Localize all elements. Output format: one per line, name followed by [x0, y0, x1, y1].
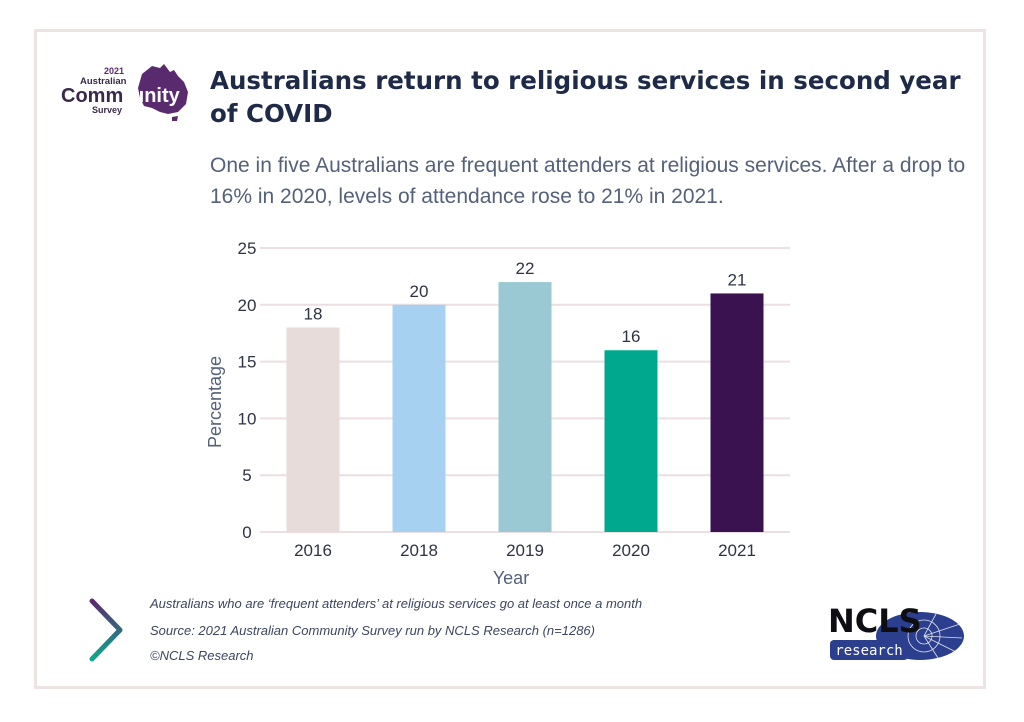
data-label-2018: 20 — [410, 282, 429, 301]
page-subtitle: One in five Australians are frequent att… — [210, 154, 966, 208]
bar-2019 — [498, 282, 552, 532]
bars — [286, 282, 764, 532]
bar-2018 — [392, 304, 446, 532]
data-label-2020: 16 — [622, 327, 641, 346]
bar-2020 — [604, 350, 658, 532]
ncls-word: NCLS — [828, 602, 922, 640]
ncls-research-logo: NCLS research — [828, 602, 964, 660]
logo-word-b: unity — [132, 85, 181, 107]
y-axis-ticks: 0 5 10 15 20 25 — [238, 239, 257, 542]
data-label-2021: 21 — [728, 270, 747, 289]
x-tick-label: 2016 — [294, 541, 332, 560]
logo-year: 2021 — [104, 66, 124, 76]
y-tick-label: 20 — [238, 296, 257, 315]
australia-map-shape — [138, 64, 188, 114]
x-tick-label: 2021 — [718, 541, 756, 560]
research-word: research — [835, 643, 902, 659]
logo-line1: Australian — [80, 76, 127, 87]
bar-2021 — [710, 293, 764, 532]
chevron-icon — [89, 598, 123, 662]
community-survey-logo: 2021 Australian Comm unity Survey — [61, 64, 188, 121]
x-axis-title: Year — [493, 568, 529, 588]
x-tick-label: 2018 — [400, 541, 438, 560]
data-labels: 18 20 22 16 21 — [304, 259, 747, 346]
bar-2016 — [286, 327, 340, 532]
y-tick-label: 0 — [242, 523, 251, 542]
y-tick-label: 25 — [238, 239, 257, 258]
x-axis-ticks: 2016 2018 2019 2020 2021 — [294, 541, 756, 560]
footer-copyright: ©NCLS Research — [150, 648, 254, 663]
y-tick-label: 10 — [238, 409, 257, 428]
y-tick-label: 5 — [242, 466, 251, 485]
data-label-2016: 18 — [304, 305, 323, 324]
x-tick-label: 2020 — [612, 541, 650, 560]
y-tick-label: 15 — [238, 353, 257, 372]
logo-word-a: Comm — [61, 85, 123, 107]
data-label-2019: 22 — [516, 259, 535, 278]
footer-source: Source: 2021 Australian Community Survey… — [150, 623, 595, 638]
tasmania-shape — [172, 116, 178, 121]
x-tick-label: 2019 — [506, 541, 544, 560]
infographic-frame — [34, 29, 986, 689]
y-axis-title: Percentage — [205, 356, 225, 448]
footer-note: Australians who are ‘frequent attenders’… — [150, 596, 643, 611]
logo-line3: Survey — [92, 105, 122, 115]
page-title: Australians return to religious services… — [210, 66, 961, 128]
